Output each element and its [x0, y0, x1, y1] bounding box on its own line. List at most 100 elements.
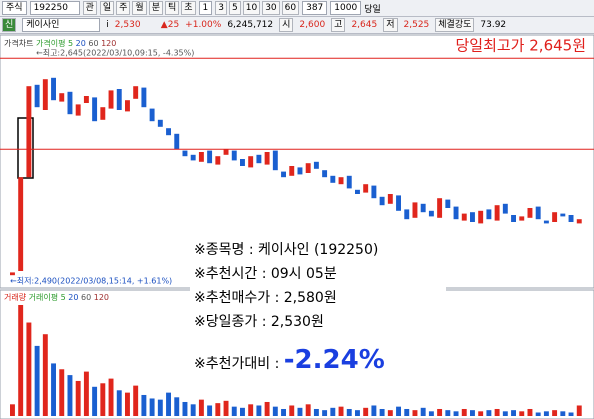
toolbar-button[interactable]: 분	[148, 1, 163, 15]
candle	[223, 149, 229, 155]
line: ※당일종가 : 2,530원	[194, 314, 324, 330]
toolbar-button[interactable]: 초	[181, 1, 196, 15]
candle	[264, 152, 270, 165]
volume-bar	[116, 390, 122, 416]
candle	[470, 212, 475, 222]
volume-bar	[108, 378, 114, 416]
candle	[10, 272, 15, 276]
legend-item: 가격이평 5	[36, 38, 73, 48]
toolbar-button[interactable]: 주	[116, 1, 131, 15]
info[interactable]: i	[106, 20, 109, 30]
candle	[174, 133, 180, 150]
count[interactable]: 387	[302, 1, 328, 15]
toolbar-button[interactable]: 일	[99, 1, 115, 15]
volume-bar	[428, 411, 434, 416]
candle	[420, 203, 426, 213]
volume-bar	[543, 411, 549, 416]
candle	[379, 196, 385, 206]
legend-item: 20	[68, 293, 78, 302]
volume-bar	[568, 412, 574, 416]
volume-bar	[59, 369, 65, 416]
volume-bar	[133, 385, 139, 416]
volume-bar	[149, 398, 155, 416]
volume-bar	[281, 408, 286, 416]
candle	[313, 161, 319, 169]
volume-bar	[338, 406, 344, 416]
candle	[141, 87, 147, 108]
unit[interactable]: 1	[198, 1, 213, 15]
volume-bar	[313, 408, 319, 416]
max[interactable]: 1000	[330, 1, 362, 15]
quote-bar: 신 케이사인 i 2,530 ▲25 +1.00% 6,245,712 시 2,…	[0, 17, 594, 34]
intervals: 3 5 10 30 60	[215, 1, 300, 15]
candle	[75, 104, 81, 116]
volume-bar	[182, 401, 188, 416]
line: ※종목명 : 케이사인 (192250)	[194, 242, 379, 258]
volume-bar	[560, 411, 566, 416]
recommendation: ※종목명 : 케이사인 (192250) ※추천시간 : 09시 05분 ※추천…	[190, 238, 446, 390]
price: 2,530	[114, 20, 141, 30]
candle	[18, 177, 24, 271]
volume-bar	[166, 392, 171, 416]
market[interactable]: 주식	[2, 1, 27, 15]
volume-bar	[461, 408, 467, 416]
today[interactable]: 당일	[364, 4, 381, 15]
volume-bar	[248, 404, 254, 416]
volume-bar	[198, 399, 204, 416]
candle	[478, 210, 484, 224]
volume-bar	[486, 410, 492, 416]
volume-bar	[100, 383, 106, 416]
volume-bar	[396, 406, 401, 416]
candle	[133, 86, 139, 99]
volume-bar	[256, 405, 262, 416]
candle	[215, 156, 221, 165]
volume-bar	[494, 408, 500, 416]
volume-bar	[552, 410, 558, 416]
candle	[51, 77, 56, 101]
toolbar-button[interactable]: 30	[262, 1, 280, 15]
candle	[59, 93, 65, 102]
candle	[26, 86, 32, 178]
candle	[182, 150, 188, 157]
highlight-box	[17, 117, 34, 179]
volume-bar	[576, 405, 582, 416]
price-legend: 가격차트 가격이평 5 20 60 120	[4, 38, 116, 48]
candle	[231, 150, 237, 161]
volume-bar	[527, 408, 533, 416]
volume-bar	[297, 407, 303, 416]
code[interactable]: 192250	[29, 1, 80, 15]
toolbar-button[interactable]: 틱	[164, 1, 180, 15]
legend-item: 가격차트	[4, 38, 33, 48]
toolbar-button[interactable]: 10	[242, 1, 261, 15]
candle	[363, 184, 369, 193]
volume-bar	[404, 408, 410, 416]
diff: -2.24%	[283, 345, 385, 375]
candle	[511, 215, 516, 222]
candle	[272, 150, 278, 171]
volume-bar	[346, 408, 352, 416]
toolbar-button[interactable]: 5	[229, 1, 241, 15]
toolbar-button[interactable]: 60	[281, 1, 300, 15]
toolbar-button[interactable]: 3	[215, 1, 227, 15]
diff-label: ※추천가대비 :	[194, 356, 284, 372]
watch[interactable]: 관	[82, 1, 97, 15]
open-label: 시	[279, 18, 294, 32]
candle	[371, 185, 377, 199]
badge: 신	[2, 18, 17, 32]
toolbar-button[interactable]: 월	[132, 1, 147, 15]
volume-bar	[190, 404, 196, 416]
legend-item: 거래이평 5	[29, 292, 66, 302]
candle	[527, 208, 533, 218]
candle	[240, 159, 245, 166]
candle	[560, 213, 566, 217]
candle	[486, 209, 492, 220]
volume-bar	[330, 407, 336, 416]
volume-bar	[215, 403, 221, 416]
candle	[412, 202, 418, 218]
high-note: ←최고:2,645(2022/03/10,09:15, -4.35%)	[36, 48, 194, 58]
legend-item: 거래량	[4, 292, 27, 302]
candle	[149, 108, 155, 122]
volume-bar	[141, 394, 147, 416]
candle	[67, 91, 73, 115]
